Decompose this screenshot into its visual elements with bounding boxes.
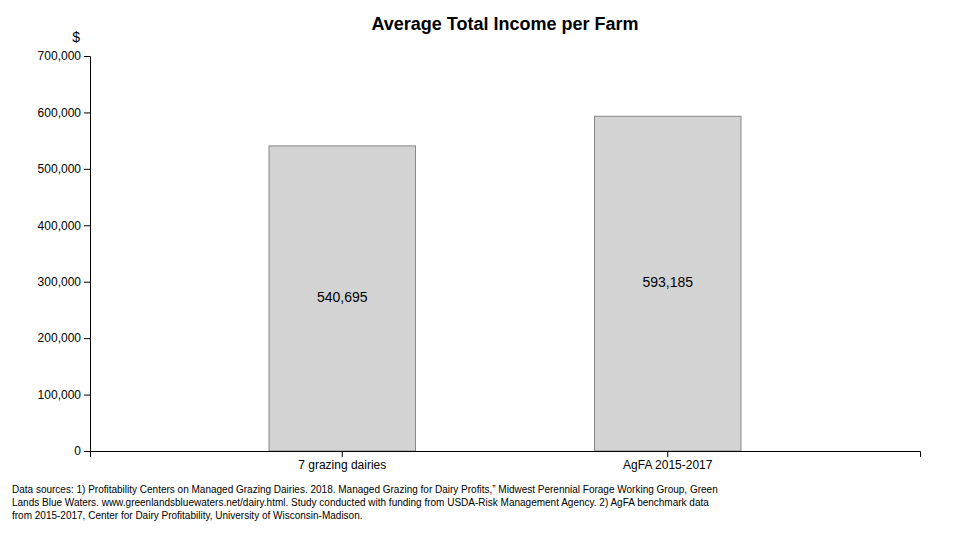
y-tick-label: 0 (74, 444, 81, 458)
y-tick: 600,000 (38, 106, 90, 120)
y-axis-line (84, 57, 91, 452)
chart: 0 100,000 200,000 300,000 400,000 500,000 600,… (0, 0, 960, 540)
y-tick-label: 600,000 (38, 106, 82, 120)
x-axis: 7 grazing dairies AgFA 2015-2017 (91, 451, 921, 472)
y-tick: 700,000 (38, 49, 90, 63)
y-axis-label: $ (72, 29, 80, 45)
y-tick-label: 100,000 (38, 388, 82, 402)
y-tick: 400,000 (38, 219, 90, 233)
y-tick: 0 (74, 444, 90, 458)
y-tick-mark (84, 338, 90, 339)
y-tick-label: 300,000 (38, 275, 82, 289)
y-tick-mark (84, 451, 90, 452)
footnote-line: from 2015-2017, Center for Dairy Profita… (12, 510, 363, 521)
y-tick-label: 700,000 (38, 49, 82, 63)
x-tick: 7 grazing dairies (298, 451, 386, 472)
y-axis: 0 100,000 200,000 300,000 400,000 500,000 600,… (38, 49, 91, 458)
data-labels: 540,695 593,185 (317, 274, 693, 305)
y-tick: 200,000 (38, 331, 90, 345)
y-tick-label: 500,000 (38, 162, 82, 176)
footnote: Data sources: 1) Profitability Centers o… (12, 484, 718, 521)
y-tick-label: 200,000 (38, 331, 82, 345)
y-tick-mark (84, 282, 90, 283)
bar (595, 116, 741, 451)
bars (269, 116, 741, 451)
y-tick: 500,000 (38, 162, 90, 176)
x-tick-mark (342, 451, 343, 457)
x-tick: AgFA 2015-2017 (623, 451, 713, 472)
y-tick-mark (84, 112, 90, 113)
y-tick-mark (84, 395, 90, 396)
x-tick-label: AgFA 2015-2017 (623, 458, 713, 472)
x-axis-line (91, 452, 921, 458)
y-tick-mark (84, 169, 90, 170)
bar (269, 146, 415, 451)
y-tick-label: 400,000 (38, 219, 82, 233)
x-tick-mark (667, 451, 668, 457)
y-tick-mark (84, 225, 90, 226)
y-tick: 100,000 (38, 388, 90, 402)
plot: 0 100,000 200,000 300,000 400,000 500,000 600,… (38, 49, 921, 471)
data-label: 540,695 (317, 289, 368, 305)
title: Average Total Income per Farm (371, 14, 638, 34)
y-tick: 300,000 (38, 275, 90, 289)
data-label: 593,185 (642, 274, 693, 290)
footnote-line: Data sources: 1) Profitability Centers o… (12, 484, 718, 495)
footnote-line: Lands Blue Waters. www.greenlandsbluewat… (12, 497, 709, 508)
x-tick-label: 7 grazing dairies (298, 458, 386, 472)
y-tick-mark (84, 56, 90, 57)
